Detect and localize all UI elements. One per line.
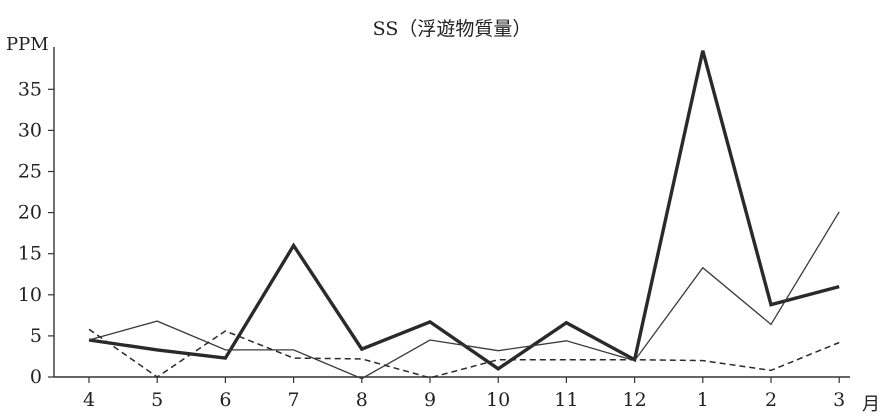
y-tick-label: 20 (18, 202, 42, 224)
data-point (702, 360, 703, 361)
data-point (361, 348, 362, 349)
series-layer (88, 50, 840, 380)
data-point (498, 368, 499, 369)
data-point (702, 50, 703, 51)
data-point (839, 286, 840, 287)
data-point (225, 357, 226, 358)
series-line-1 (88, 50, 840, 371)
data-point (429, 377, 430, 378)
data-point (566, 340, 567, 341)
x-tick-label: 1 (697, 389, 709, 411)
series-line-2 (88, 211, 840, 380)
x-axis-label: 月 (862, 394, 880, 415)
data-point (702, 267, 703, 268)
y-tick-label: 15 (18, 243, 42, 265)
y-tick-label: 0 (30, 366, 42, 388)
x-tick-label: 11 (554, 389, 578, 411)
data-point (88, 329, 89, 330)
data-point (498, 359, 499, 360)
data-point (429, 339, 430, 340)
y-tick-label: 30 (18, 119, 42, 141)
data-point (566, 359, 567, 360)
data-point (225, 349, 226, 350)
y-axis-label: PPM (6, 34, 49, 55)
data-point (770, 370, 771, 371)
data-point (634, 359, 635, 360)
data-point (293, 349, 294, 350)
data-point (361, 378, 362, 379)
x-tick-label: 3 (833, 389, 845, 411)
y-tick-label: 10 (18, 284, 42, 306)
y-tick-label: 25 (18, 161, 42, 183)
x-tick-label: 8 (356, 389, 368, 411)
data-point (157, 321, 158, 322)
data-point (361, 358, 362, 359)
data-point (566, 322, 567, 323)
x-tick-label: 12 (623, 389, 647, 411)
x-tick-label: 2 (765, 389, 777, 411)
y-tick-label: 35 (18, 78, 42, 100)
x-tick-label: 6 (219, 389, 231, 411)
y-tick-label: 5 (30, 325, 42, 347)
data-point (770, 324, 771, 325)
data-point (839, 211, 840, 212)
series-line-3 (88, 328, 840, 379)
x-tick-label: 5 (151, 389, 163, 411)
data-point (498, 350, 499, 351)
data-point (839, 342, 840, 343)
x-tick-label: 9 (424, 389, 436, 411)
data-point (429, 321, 430, 322)
chart-title: SS（浮遊物質量） (373, 18, 532, 40)
data-point (293, 357, 294, 358)
x-tick-label: 10 (486, 389, 510, 411)
x-tick-label: 4 (83, 389, 95, 411)
data-point (293, 245, 294, 246)
data-point (225, 330, 226, 331)
data-point (770, 304, 771, 305)
data-point (88, 339, 89, 340)
x-tick-label: 7 (288, 389, 300, 411)
data-point (157, 376, 158, 377)
data-point (157, 349, 158, 350)
